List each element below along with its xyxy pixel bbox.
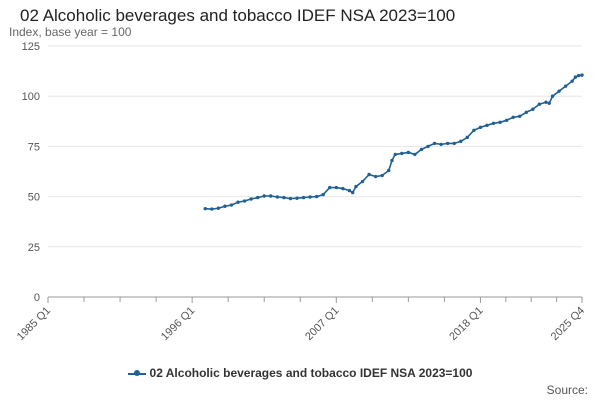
data-point — [334, 185, 338, 190]
chart-subtitle: Index, base year = 100 — [9, 25, 132, 39]
x-tick-label: 1996 Q1 — [159, 305, 197, 343]
series-layer — [203, 73, 584, 211]
data-point — [390, 158, 394, 163]
data-point — [439, 142, 443, 147]
legend-label: 02 Alcoholic beverages and tobacco IDEF … — [149, 366, 473, 380]
data-point — [321, 192, 325, 197]
data-point — [504, 118, 509, 122]
data-point — [203, 206, 207, 211]
data-point — [547, 101, 551, 105]
data-point — [531, 107, 535, 111]
y-tick-label: 0 — [34, 292, 40, 304]
data-point — [544, 100, 548, 104]
grid-lines — [48, 45, 582, 248]
data-point — [328, 185, 332, 190]
data-point — [400, 151, 404, 156]
data-point — [295, 196, 299, 200]
data-point — [275, 195, 280, 199]
data-point — [570, 79, 574, 83]
y-tick-label: 100 — [22, 91, 40, 103]
data-point — [472, 128, 476, 133]
data-point — [518, 114, 522, 118]
data-point — [380, 173, 384, 178]
x-tick-label: 1985 Q1 — [15, 305, 53, 343]
data-point — [419, 147, 424, 152]
x-tick-label: 2007 Q1 — [303, 305, 341, 343]
data-point — [577, 73, 581, 78]
data-point — [498, 120, 502, 125]
data-point — [550, 94, 555, 98]
y-tick-label: 75 — [28, 141, 40, 153]
chart-title: 02 Alcoholic beverages and tobacco IDEF … — [20, 6, 456, 25]
data-point — [301, 195, 306, 200]
chart-legend: 02 Alcoholic beverages and tobacco IDEF … — [0, 366, 600, 380]
data-point — [242, 199, 247, 203]
data-point — [452, 141, 456, 146]
data-point — [491, 121, 496, 126]
data-point — [314, 194, 319, 199]
data-point — [426, 144, 430, 149]
data-point — [216, 206, 221, 210]
data-point — [354, 184, 358, 189]
data-point — [373, 174, 378, 179]
data-point — [367, 172, 371, 177]
data-point — [445, 141, 450, 146]
data-point — [537, 102, 542, 106]
data-point — [269, 194, 273, 198]
data-point — [393, 152, 397, 157]
data-point — [432, 141, 437, 146]
data-point — [387, 168, 391, 173]
data-point — [524, 110, 529, 114]
data-point — [465, 135, 470, 140]
data-point — [413, 152, 417, 157]
data-point — [288, 196, 293, 201]
y-tick-label: 50 — [28, 192, 40, 204]
data-point — [255, 195, 260, 200]
data-point — [478, 125, 483, 130]
data-point — [249, 197, 253, 201]
y-tick-label: 25 — [28, 242, 40, 254]
series-line — [205, 74, 583, 210]
data-point — [229, 203, 234, 207]
data-point — [557, 89, 561, 93]
data-point — [360, 179, 365, 184]
data-point — [485, 123, 489, 128]
data-point — [350, 190, 355, 195]
data-point — [459, 139, 463, 144]
y-tick-label: 125 — [22, 41, 40, 53]
data-point — [262, 194, 266, 198]
data-point — [563, 84, 568, 88]
data-point — [406, 150, 411, 155]
data-point — [580, 73, 584, 77]
data-point — [573, 75, 578, 79]
data-point — [236, 200, 240, 204]
x-tick-label: 2018 Q1 — [447, 305, 485, 343]
data-point — [210, 207, 214, 211]
axes: 0 25 50 75 100 125 1985 Q1 1996 Q1 2007 Q1 2018 Q… — [15, 41, 587, 343]
data-point — [223, 204, 227, 208]
data-point — [347, 188, 352, 193]
data-point — [282, 195, 286, 200]
data-point — [511, 115, 515, 119]
chart-source: Source: — [546, 383, 588, 397]
x-tick-label: 2025 Q4 — [549, 305, 587, 343]
data-point — [308, 195, 312, 199]
data-point — [341, 186, 345, 191]
legend-swatch — [127, 369, 146, 376]
